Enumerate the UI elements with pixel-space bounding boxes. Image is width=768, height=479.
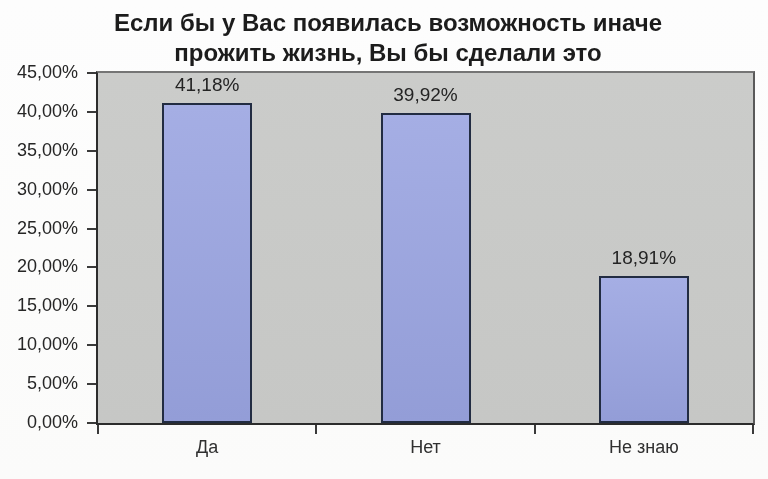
value-label-2: 18,91% <box>584 247 704 269</box>
y-tick-mark-8 <box>87 383 96 385</box>
bar-0 <box>162 103 252 423</box>
value-label-0: 41,18% <box>147 74 267 96</box>
x-tick-mark-2 <box>534 425 536 434</box>
y-tick-label-8: 5,00% <box>0 374 78 393</box>
y-tick-mark-3 <box>87 189 96 191</box>
category-label-1: Нет <box>346 438 506 457</box>
chart-title-line2: прожить жизнь, Вы бы сделали это <box>10 38 766 68</box>
bar-2 <box>599 276 689 423</box>
y-tick-mark-4 <box>87 228 96 230</box>
y-tick-label-6: 15,00% <box>0 296 78 315</box>
y-tick-label-3: 30,00% <box>0 180 78 199</box>
y-tick-label-1: 40,00% <box>0 102 78 121</box>
value-label-1: 39,92% <box>366 84 486 106</box>
chart-page: Если бы у Вас появилась возможность инач… <box>0 0 768 479</box>
x-tick-mark-1 <box>315 425 317 434</box>
y-tick-label-7: 10,00% <box>0 335 78 354</box>
chart-title: Если бы у Вас появилась возможность инач… <box>10 8 766 68</box>
y-tick-label-5: 20,00% <box>0 257 78 276</box>
x-tick-mark-3 <box>752 425 754 434</box>
y-tick-mark-1 <box>87 111 96 113</box>
y-tick-label-9: 0,00% <box>0 413 78 432</box>
y-tick-label-0: 45,00% <box>0 63 78 82</box>
category-label-0: Да <box>127 438 287 457</box>
y-tick-mark-2 <box>87 150 96 152</box>
y-tick-label-2: 35,00% <box>0 141 78 160</box>
y-tick-mark-9 <box>87 422 96 424</box>
y-tick-label-4: 25,00% <box>0 219 78 238</box>
bar-1 <box>381 113 471 423</box>
y-tick-mark-6 <box>87 305 96 307</box>
y-tick-mark-7 <box>87 344 96 346</box>
y-tick-mark-0 <box>87 72 96 74</box>
chart-title-line1: Если бы у Вас появилась возможность инач… <box>10 8 766 38</box>
y-tick-mark-5 <box>87 266 96 268</box>
category-label-2: Не знаю <box>564 438 724 457</box>
x-tick-mark-0 <box>97 425 99 434</box>
